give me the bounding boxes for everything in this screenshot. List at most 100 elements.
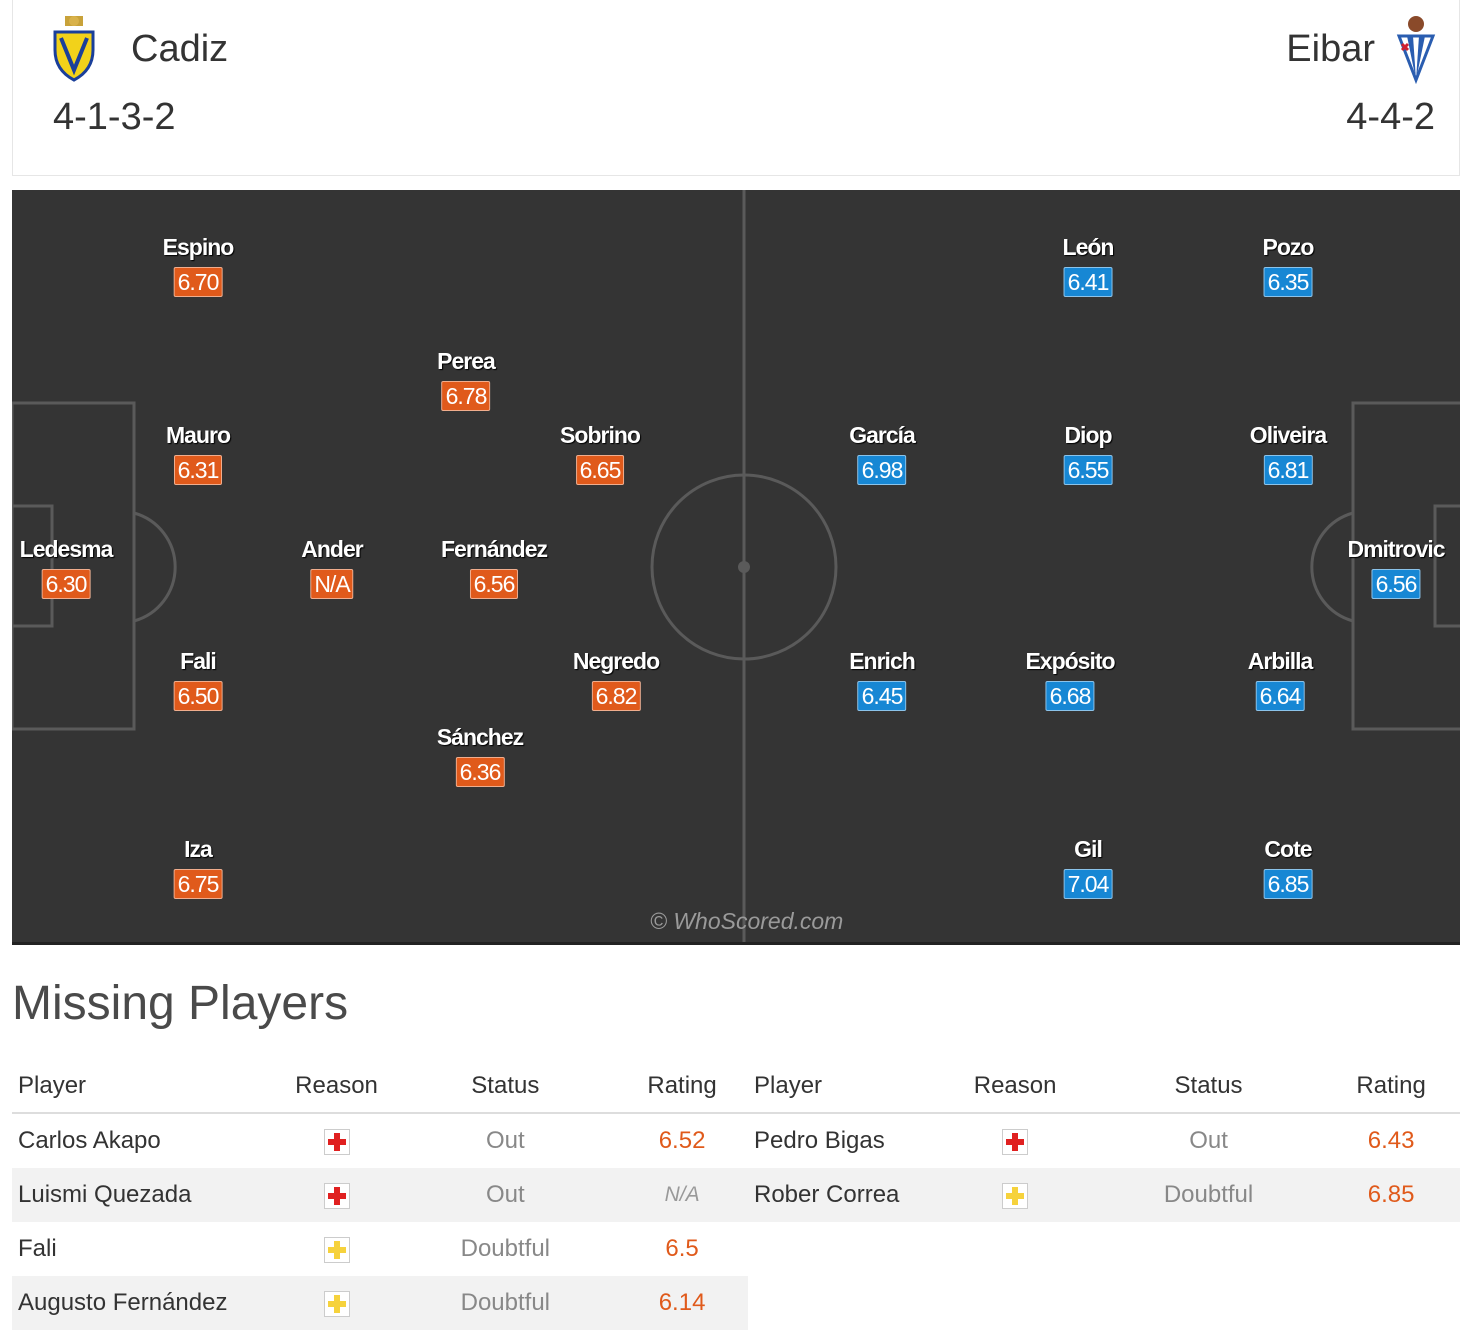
missing-rating: 6.52 bbox=[658, 1127, 706, 1154]
table-row[interactable]: Luismi Quezada Out N/A bbox=[12, 1168, 748, 1222]
home-team-name[interactable]: Cadiz bbox=[131, 28, 229, 70]
player-name: Fali bbox=[180, 648, 217, 674]
player-rating: 6.64 bbox=[1255, 681, 1305, 711]
doubtful-icon[interactable] bbox=[1002, 1182, 1029, 1209]
missing-rating: N/A bbox=[616, 1168, 748, 1222]
table-row[interactable]: Pedro Bigas Out 6.43 bbox=[748, 1113, 1460, 1168]
pitch: Espino 6.70 Perea 6.78 Mauro 6.31 Sobrino 6.65 L… bbox=[12, 190, 1460, 945]
player-name: Ander bbox=[301, 536, 363, 562]
away-player-oliveira[interactable]: Oliveira 6.81 bbox=[1249, 422, 1327, 485]
player-rating: 6.68 bbox=[1045, 681, 1095, 711]
missing-rating: 6.85 bbox=[1322, 1168, 1460, 1222]
home-missing-table: Player Reason Status Rating Carlos Akapo… bbox=[12, 1060, 748, 1330]
table-row[interactable]: Carlos Akapo Out 6.52 bbox=[12, 1113, 748, 1168]
cadiz-crest-icon bbox=[53, 16, 95, 82]
player-rating: 6.50 bbox=[173, 681, 223, 711]
missing-reason bbox=[935, 1168, 1095, 1222]
player-rating: 6.81 bbox=[1263, 455, 1313, 485]
player-rating: 6.85 bbox=[1263, 869, 1313, 899]
player-name: Pozo bbox=[1262, 234, 1315, 260]
col-rating[interactable]: Rating bbox=[616, 1060, 748, 1114]
injury-icon[interactable] bbox=[323, 1128, 350, 1155]
missing-status: Out bbox=[1189, 1127, 1228, 1154]
home-player-fernandez[interactable]: Fernández 6.56 bbox=[440, 536, 548, 599]
injury-icon[interactable] bbox=[1002, 1128, 1029, 1155]
whoscored-watermark: © WhoScored.com bbox=[650, 908, 844, 934]
missing-player-name[interactable]: Luismi Quezada bbox=[12, 1168, 279, 1222]
away-player-arbilla[interactable]: Arbilla 6.64 bbox=[1248, 648, 1313, 711]
col-status[interactable]: Status bbox=[1094, 1060, 1323, 1114]
player-rating: 7.04 bbox=[1063, 869, 1113, 899]
home-player-espino[interactable]: Espino 6.70 bbox=[163, 234, 234, 297]
home-player-sanchez[interactable]: Sánchez 6.36 bbox=[436, 724, 524, 787]
away-player-cote[interactable]: Cote 6.85 bbox=[1263, 836, 1313, 899]
missing-player-name[interactable]: Fali bbox=[18, 1235, 57, 1262]
player-rating: 6.78 bbox=[441, 381, 491, 411]
player-name: Perea bbox=[437, 348, 496, 374]
missing-status: Doubtful bbox=[460, 1235, 551, 1262]
home-player-negredo[interactable]: Negredo 6.82 bbox=[573, 648, 660, 711]
home-player-perea[interactable]: Perea 6.78 bbox=[437, 348, 496, 411]
home-player-fali[interactable]: Fali 6.50 bbox=[173, 648, 223, 711]
player-rating: 6.55 bbox=[1063, 455, 1113, 485]
missing-status: Doubtful bbox=[1094, 1168, 1323, 1222]
player-rating: 6.56 bbox=[1371, 569, 1421, 599]
col-status[interactable]: Status bbox=[394, 1060, 617, 1114]
injury-icon[interactable] bbox=[323, 1182, 350, 1209]
missing-player-name[interactable]: Augusto Fernández bbox=[12, 1276, 279, 1330]
away-player-enrich[interactable]: Enrich 6.45 bbox=[849, 648, 916, 711]
player-rating: 6.35 bbox=[1263, 267, 1313, 297]
player-rating: 6.45 bbox=[857, 681, 907, 711]
player-name: Cote bbox=[1264, 836, 1312, 862]
table-row[interactable]: Fali Doubtful 6.5 bbox=[12, 1222, 748, 1276]
away-player-gil[interactable]: Gil 7.04 bbox=[1063, 836, 1113, 899]
col-rating[interactable]: Rating bbox=[1322, 1060, 1460, 1114]
player-name: Oliveira bbox=[1249, 422, 1327, 448]
doubtful-icon[interactable] bbox=[323, 1290, 350, 1317]
player-rating: 6.82 bbox=[591, 681, 641, 711]
col-reason[interactable]: Reason bbox=[935, 1060, 1095, 1114]
player-name: Espino bbox=[162, 234, 235, 260]
player-rating: 6.70 bbox=[173, 267, 223, 297]
player-rating: 6.56 bbox=[469, 569, 519, 599]
pitch-lines bbox=[12, 190, 1460, 942]
player-name: Iza bbox=[184, 836, 213, 862]
missing-rating: 6.5 bbox=[665, 1235, 699, 1262]
home-formation: 4-1-3-2 bbox=[53, 96, 176, 138]
missing-reason bbox=[278, 1276, 395, 1330]
table-row[interactable]: Augusto Fernández Doubtful 6.14 bbox=[12, 1276, 748, 1330]
table-row[interactable]: Rober Correa Doubtful 6.85 bbox=[748, 1168, 1460, 1222]
away-player-dmitrovic[interactable]: Dmitrovic 6.56 bbox=[1347, 536, 1446, 599]
away-player-diop[interactable]: Diop 6.55 bbox=[1063, 422, 1113, 485]
eibar-crest-icon bbox=[1396, 16, 1436, 84]
missing-players-title: Missing Players bbox=[12, 977, 349, 1030]
player-name: León bbox=[1062, 234, 1115, 260]
col-player[interactable]: Player bbox=[12, 1060, 279, 1114]
home-player-ledesma[interactable]: Ledesma 6.30 bbox=[20, 536, 113, 599]
match-header: Cadiz 4-1-3-2 Eibar 4-4-2 bbox=[12, 0, 1460, 176]
home-player-ander[interactable]: Ander N/A bbox=[301, 536, 364, 599]
away-player-leon[interactable]: León 6.41 bbox=[1063, 234, 1114, 297]
missing-player-name[interactable]: Rober Correa bbox=[748, 1168, 936, 1222]
player-name: Sánchez bbox=[436, 724, 524, 750]
home-player-sobrino[interactable]: Sobrino 6.65 bbox=[560, 422, 641, 485]
player-rating: 6.41 bbox=[1063, 267, 1113, 297]
missing-reason bbox=[935, 1113, 1094, 1168]
col-player[interactable]: Player bbox=[748, 1060, 936, 1114]
missing-reason bbox=[279, 1113, 395, 1168]
player-name: Mauro bbox=[166, 422, 231, 448]
missing-player-name[interactable]: Pedro Bigas bbox=[754, 1127, 885, 1154]
player-name: García bbox=[849, 422, 916, 448]
home-player-mauro[interactable]: Mauro 6.31 bbox=[166, 422, 231, 485]
away-player-garcia[interactable]: García 6.98 bbox=[849, 422, 916, 485]
player-rating: 6.98 bbox=[857, 455, 907, 485]
away-player-pozo[interactable]: Pozo 6.35 bbox=[1263, 234, 1314, 297]
missing-player-name[interactable]: Carlos Akapo bbox=[18, 1127, 161, 1154]
away-player-exposito[interactable]: Expósito 6.68 bbox=[1025, 648, 1116, 711]
away-team-name[interactable]: Eibar bbox=[1286, 28, 1375, 70]
player-rating: 6.31 bbox=[173, 455, 223, 485]
player-name: Fernández bbox=[440, 536, 548, 562]
col-reason[interactable]: Reason bbox=[278, 1060, 395, 1114]
home-player-iza[interactable]: Iza 6.75 bbox=[173, 836, 223, 899]
doubtful-icon[interactable] bbox=[323, 1236, 350, 1263]
